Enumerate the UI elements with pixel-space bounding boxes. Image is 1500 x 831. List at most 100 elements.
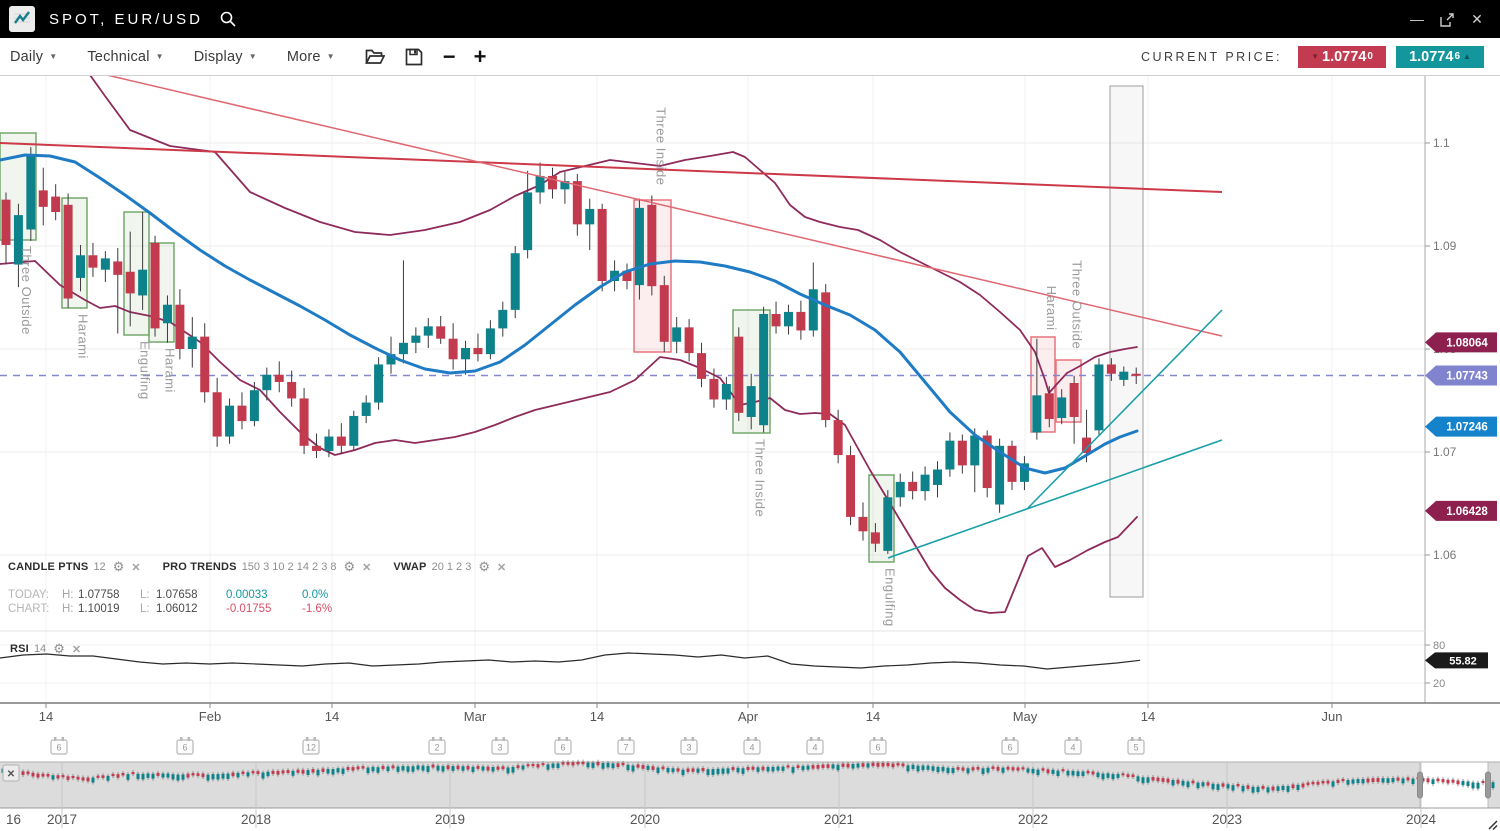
low-key: L: [140, 603, 150, 615]
mini-candle [131, 772, 135, 775]
candle-body [597, 208, 607, 282]
mini-candle [611, 763, 615, 769]
mini-candle [1366, 778, 1370, 783]
gear-icon[interactable]: ⚙ [343, 559, 356, 574]
menu-daily[interactable]: Daily ▼ [10, 49, 57, 65]
mini-candle [1126, 774, 1130, 777]
calendar-badge[interactable]: 2 [428, 737, 446, 755]
popout-button[interactable] [1432, 10, 1462, 27]
menu-technical[interactable]: Technical ▼ [87, 49, 163, 65]
navigator-right-handle[interactable] [1485, 771, 1491, 799]
minimize-button[interactable]: — [1410, 11, 1424, 27]
navigator-year-label: 2020 [630, 812, 660, 827]
price-axis-badge-text: 1.08064 [1446, 337, 1488, 349]
bid-price-badge: ▼ 1.0774 0 [1298, 45, 1386, 68]
calendar-badge-count: 4 [812, 743, 817, 753]
save-icon[interactable] [405, 48, 423, 66]
ask-price-value: 1.0774 [1409, 48, 1454, 65]
mini-candle [1401, 778, 1405, 784]
pattern-label: Engulfing [138, 341, 153, 400]
calendar-badge[interactable]: 6 [1001, 737, 1019, 755]
date-tick-label: May [1013, 709, 1038, 724]
mini-candle [26, 771, 30, 775]
mini-candle [491, 767, 495, 772]
calendar-icon [869, 739, 887, 755]
navigator-close-button[interactable]: ✕ [2, 764, 20, 782]
gear-icon[interactable]: ⚙ [112, 559, 125, 574]
low-key: L: [140, 589, 150, 601]
remove-indicator-icon[interactable]: ✕ [71, 643, 82, 656]
calendar-badge[interactable]: 6 [554, 737, 572, 755]
mini-candle [706, 769, 710, 776]
candle-body [26, 155, 36, 230]
candle-body [113, 261, 123, 275]
mini-candle [1246, 785, 1250, 789]
calendar-tab [432, 737, 435, 741]
mini-candle [586, 762, 590, 768]
gear-icon[interactable]: ⚙ [478, 559, 490, 574]
candle-body [200, 336, 210, 393]
calendar-icon [1064, 739, 1082, 755]
mini-candle [111, 773, 115, 777]
mini-candle [886, 763, 890, 767]
calendar-tab [306, 737, 309, 741]
gear-icon[interactable]: ⚙ [53, 641, 65, 656]
navigator-left-handle[interactable] [1417, 771, 1423, 799]
mini-candle [381, 765, 385, 770]
mini-candle [176, 774, 180, 781]
mini-candle [1426, 778, 1430, 783]
mini-candle [391, 765, 395, 769]
remove-indicator-icon[interactable]: ✕ [362, 561, 372, 574]
calendar-badge[interactable]: 5 [1127, 737, 1145, 755]
calendar-badge[interactable]: 6 [176, 737, 194, 755]
mini-candle [216, 774, 220, 780]
search-icon[interactable] [219, 10, 237, 28]
calendar-badge[interactable]: 3 [680, 737, 698, 755]
remove-indicator-icon[interactable]: ✕ [497, 561, 507, 574]
resize-handle-icon[interactable] [1488, 820, 1498, 830]
close-button[interactable]: ✕ [1471, 10, 1483, 27]
mini-candle [646, 765, 650, 770]
calendar-badge[interactable]: 6 [869, 737, 887, 755]
mini-candle [556, 763, 560, 769]
calendar-badge[interactable]: 3 [491, 737, 509, 755]
candle-body [1106, 364, 1116, 374]
mini-candle [836, 764, 840, 771]
open-folder-icon[interactable] [364, 48, 385, 65]
mini-candle [1046, 769, 1050, 774]
menu-more[interactable]: More ▼ [287, 49, 335, 65]
remove-indicator-icon[interactable]: ✕ [131, 561, 141, 574]
calendar-badge[interactable]: 7 [617, 737, 635, 755]
menu-display[interactable]: Display ▼ [194, 49, 257, 65]
mini-candle [691, 768, 695, 772]
mini-candle [1186, 781, 1190, 788]
zoom-out-button[interactable]: − [442, 43, 456, 69]
calendar-badge[interactable]: 4 [743, 737, 761, 755]
zoom-in-button[interactable]: + [473, 43, 487, 69]
mini-candle [791, 767, 795, 773]
candle-body [76, 255, 86, 278]
main-chart: Three Outside Harami Engulfing Harami Three … [0, 76, 1500, 831]
mini-candle [786, 765, 790, 768]
mini-candle [1251, 786, 1255, 793]
mini-candle [401, 765, 405, 771]
candle-body [659, 285, 669, 342]
candle-body [771, 313, 781, 327]
candle-body [237, 405, 247, 422]
mini-candle [551, 763, 555, 768]
calendar-badge[interactable]: 12 [302, 737, 320, 755]
mini-candle [346, 767, 350, 771]
calendar-badge-count: 3 [497, 743, 502, 753]
calendar-icon [428, 739, 446, 755]
calendar-badge-count: 6 [56, 743, 61, 753]
calendar-badge[interactable]: 4 [806, 737, 824, 755]
calendar-badge-count: 4 [1070, 743, 1075, 753]
mini-candle [661, 766, 665, 770]
resize-handle-icon[interactable] [1492, 824, 1498, 831]
candle-body [982, 435, 992, 489]
mini-candle [71, 775, 75, 779]
calendar-badge[interactable]: 6 [50, 737, 68, 755]
mini-candle [146, 773, 150, 778]
calendar-badge[interactable]: 4 [1064, 737, 1082, 755]
mini-candle [876, 762, 880, 767]
